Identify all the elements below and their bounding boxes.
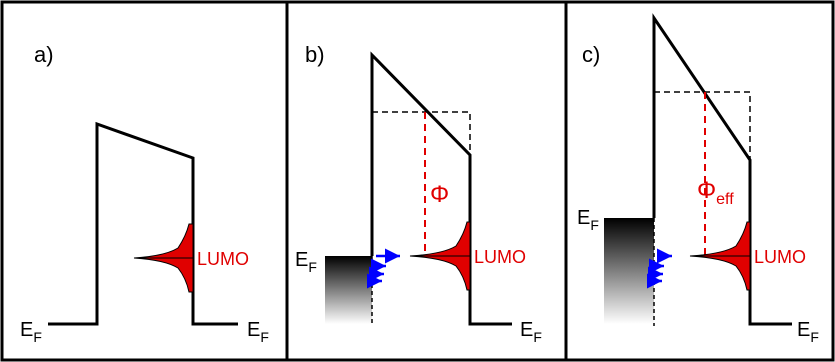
- panel-c-injection-arrows: [647, 248, 672, 289]
- panel-a-lumo-label: LUMO: [197, 249, 249, 269]
- panel-c-metal-block: [604, 218, 654, 324]
- panel-c-ef-left: EF: [577, 207, 599, 233]
- panel-b-ef-left: EF: [295, 249, 317, 275]
- panel-b-phi-label: Φ: [430, 181, 449, 208]
- panel-b: b) EF Φ LUMO EF: [295, 42, 542, 345]
- panel-a: a) LUMO EF EF: [20, 42, 269, 345]
- panel-c-frame: [564, 0, 835, 362]
- panel-b-injection-arrows: [367, 248, 400, 289]
- panel-b-dashed-box: [372, 111, 471, 155]
- panel-a-ef-left: EF: [20, 319, 42, 345]
- panel-c-label: c): [582, 42, 600, 67]
- panel-c-dashed-box: [654, 91, 751, 160]
- panel-b-ef-right: EF: [520, 319, 542, 345]
- panel-c-ef-right: EF: [797, 319, 819, 345]
- panel-c: c) EF Φeff LUMO EF: [577, 13, 819, 345]
- panel-b-lumo-label: LUMO: [474, 247, 526, 267]
- panel-a-barrier: [48, 121, 238, 326]
- panel-a-label: a): [34, 42, 54, 67]
- panel-c-phi-label: Φeff: [697, 177, 734, 208]
- panel-c-lumo-label: LUMO: [754, 247, 806, 267]
- panel-b-metal-block: [325, 256, 372, 324]
- panel-c-barrier: [652, 13, 792, 326]
- panel-b-label: b): [305, 42, 325, 67]
- panel-a-ef-right: EF: [247, 319, 269, 345]
